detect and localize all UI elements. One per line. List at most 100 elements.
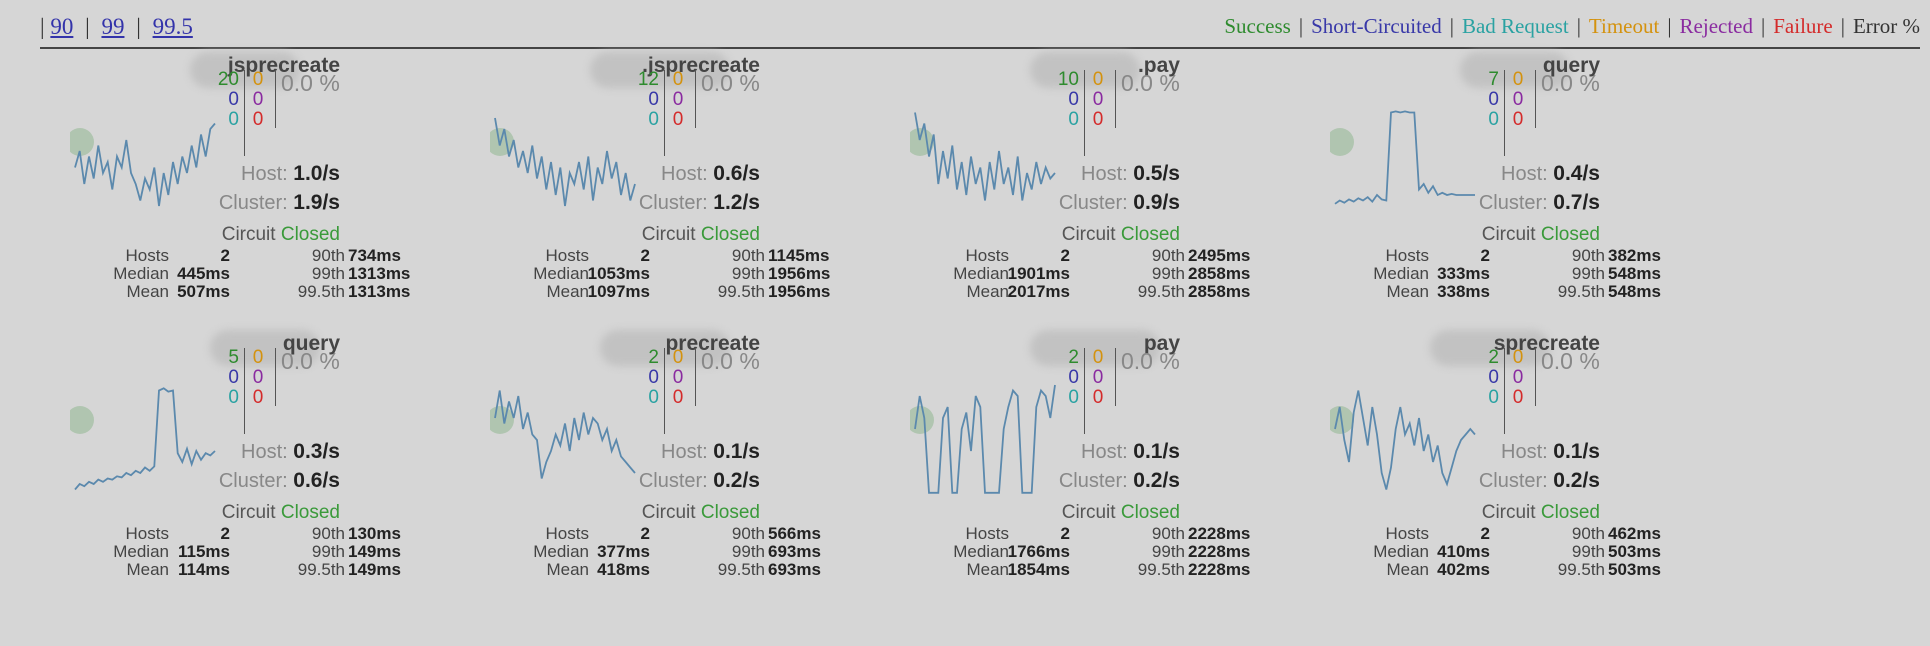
mean-label: Mean (966, 560, 1009, 579)
cluster-rate: 0.2/s (1133, 469, 1180, 492)
rejected-count: 0 (1092, 367, 1104, 388)
circuit-card: .jsprecreate 12 0 0 0 0 0 0.0 % Host: 0.… (460, 52, 860, 324)
count-divider (1084, 70, 1085, 156)
sparkline-path (74, 387, 216, 491)
failure-count: 0 (252, 109, 264, 130)
circuit-status: Circuit Closed (642, 502, 760, 524)
timeout-count: 0 (252, 347, 264, 368)
percentile-link-99[interactable]: 99 (101, 14, 125, 39)
median-value: 333ms (1437, 264, 1490, 283)
success-count: 12 (637, 69, 659, 90)
count-divider (695, 70, 696, 128)
cluster-rate-row: Cluster: 0.7/s (1479, 191, 1600, 215)
cluster-rate-row: Cluster: 0.2/s (1059, 469, 1180, 493)
circuit-label: Circuit (1061, 224, 1116, 245)
redacted-name-mask (1030, 330, 1160, 366)
p99-value: 548ms (1608, 264, 1661, 283)
p995-label: 99.5th (717, 282, 765, 301)
host-label: Host: (1501, 441, 1548, 463)
p90-label: 90th (311, 524, 345, 543)
median-label: Median (113, 542, 169, 561)
sparkline-path (1334, 110, 1475, 205)
p90-value: 130ms (348, 524, 401, 543)
success-count: 2 (648, 347, 659, 368)
timeout-count: 0 (252, 69, 264, 90)
p99-value: 2228ms (1188, 542, 1251, 561)
mean-label: Mean (1386, 560, 1429, 579)
p99-value: 149ms (348, 542, 401, 561)
percentile-link-90[interactable]: 90 (50, 14, 74, 39)
circuit-state: Closed (700, 224, 760, 245)
sparkline-path (914, 384, 1056, 494)
host-rate: 0.1/s (1133, 440, 1180, 463)
p99-label: 99th (311, 542, 345, 561)
mean-value: 507ms (177, 282, 230, 301)
failure-count: 0 (1092, 109, 1104, 130)
bad-request-count: 0 (648, 387, 659, 408)
sparkline-path (494, 117, 636, 207)
circuit-status: Circuit Closed (1062, 224, 1180, 246)
command-name: sprecreate (1493, 332, 1600, 355)
timeout-count: 0 (1512, 69, 1524, 90)
cluster-label: Cluster: (218, 192, 288, 214)
percentile-link-99-5[interactable]: 99.5 (152, 14, 193, 39)
median-value: 1053ms (587, 264, 650, 283)
host-rate-row: Host: 0.6/s (661, 162, 760, 186)
p90-value: 734ms (348, 246, 401, 265)
median-label: Median (113, 264, 169, 283)
short-circuited-count: 0 (648, 89, 659, 110)
mean-value: 114ms (178, 560, 230, 579)
host-rate: 0.4/s (1553, 162, 1600, 185)
cluster-label: Cluster: (1058, 192, 1128, 214)
legend-separator: | (1667, 14, 1672, 38)
rate-sparkline (910, 112, 1056, 201)
p995-label: 99.5th (297, 282, 345, 301)
count-divider (664, 70, 665, 156)
cluster-rate-row: Cluster: 1.2/s (639, 191, 760, 215)
host-rate-row: Host: 1.0/s (241, 162, 340, 186)
cluster-rate: 0.9/s (1133, 191, 1180, 214)
timeout-count: 0 (1092, 347, 1104, 368)
hosts-label: Hosts (965, 246, 1009, 265)
hosts-value: 2 (1480, 246, 1490, 265)
p90-label: 90th (1151, 246, 1185, 265)
legend-separator: | (1840, 14, 1845, 38)
p90-value: 462ms (1608, 524, 1661, 543)
latency-stats: Hosts 2 90th 1145ms Median 1053ms 99th 1… (490, 247, 850, 301)
count-divider (244, 348, 245, 434)
p99-label: 99th (1151, 542, 1185, 561)
count-divider (1535, 70, 1536, 128)
median-value: 1901ms (1007, 264, 1070, 283)
mean-label: Mean (546, 560, 589, 579)
median-value: 115ms (178, 542, 230, 561)
error-percentage: 0.0 % (1121, 70, 1180, 96)
bad-request-count: 0 (1488, 109, 1499, 130)
short-circuited-count: 0 (228, 367, 239, 388)
mean-value: 418ms (597, 560, 650, 579)
header-divider (40, 47, 1920, 49)
command-name: query (1542, 54, 1600, 77)
host-rate: 0.6/s (713, 162, 760, 185)
count-block: 7 0 0 0 0 0 0.0 % (1475, 69, 1600, 156)
legend-failure: Failure (1773, 14, 1833, 38)
circuit-label: Circuit (221, 224, 276, 245)
p99-value: 2858ms (1188, 264, 1251, 283)
count-divider (244, 70, 245, 156)
sparkline-path (914, 112, 1056, 201)
host-label: Host: (1081, 441, 1128, 463)
success-count: 2 (1068, 347, 1079, 368)
median-value: 410ms (1437, 542, 1490, 561)
p90-label: 90th (1151, 524, 1185, 543)
circuit-status: Circuit Closed (642, 224, 760, 246)
host-rate: 0.1/s (713, 440, 760, 463)
rate-sparkline (70, 387, 216, 491)
circuit-card: .pay 10 0 0 0 0 0 0.0 % Host: 0.5/s Clus… (880, 52, 1280, 324)
host-rate-row: Host: 0.1/s (1081, 440, 1180, 464)
sparkline-path (1334, 390, 1476, 490)
p99-label: 99th (731, 542, 765, 561)
hosts-label: Hosts (125, 246, 169, 265)
cluster-rate: 1.9/s (293, 191, 340, 214)
host-rate: 0.1/s (1553, 440, 1600, 463)
host-rate: 0.3/s (293, 440, 340, 463)
circuit-label: Circuit (1061, 502, 1116, 523)
